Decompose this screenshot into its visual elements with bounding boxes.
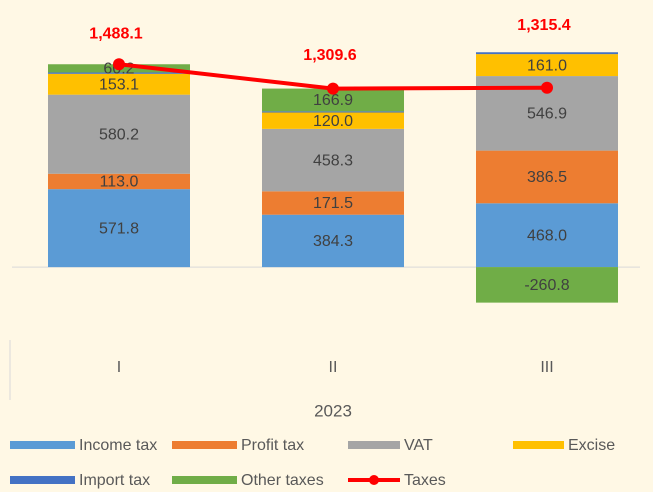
bar-segment (48, 189, 190, 268)
data-label: 468.0 (527, 227, 567, 244)
legend-swatch (348, 441, 400, 449)
bar-segment (262, 112, 404, 129)
x-tick-label: III (540, 359, 553, 376)
line-marker (327, 82, 339, 95)
legend-label: Income tax (79, 437, 157, 454)
legend-swatch (172, 441, 237, 449)
data-label: 1,488.1 (89, 25, 142, 42)
data-label: 571.8 (99, 220, 139, 237)
legend-label: Taxes (404, 472, 446, 489)
legend-swatch (369, 475, 379, 485)
bar-segment (262, 88, 404, 112)
data-label: 153.1 (99, 76, 139, 93)
data-label: 161.0 (527, 57, 567, 74)
bar-segment (476, 54, 618, 77)
bar-segment (476, 267, 618, 303)
bar-segment (476, 52, 618, 55)
data-label: 1,309.6 (303, 47, 356, 64)
bar-segment (262, 111, 404, 113)
data-label: 386.5 (527, 169, 567, 186)
bar-segment (48, 72, 190, 74)
bar-segment (476, 150, 618, 204)
data-label: 166.9 (313, 92, 353, 109)
legend-label: Other taxes (241, 472, 324, 489)
data-label: -260.8 (524, 277, 569, 294)
line-marker (113, 58, 125, 71)
legend-swatch (10, 476, 75, 484)
data-label: 1,315.4 (517, 17, 570, 34)
x-axis-label: 2023 (314, 401, 352, 420)
data-label: 546.9 (527, 106, 567, 123)
data-label: 113.0 (100, 174, 139, 191)
legend-label: Import tax (79, 472, 150, 489)
bar-segment (262, 191, 404, 215)
data-label: 458.3 (313, 152, 353, 169)
x-tick-label: I (117, 359, 121, 376)
legend-label: Excise (568, 437, 615, 454)
bar-segment (48, 94, 190, 174)
bar-segment (48, 173, 190, 190)
data-label: 120.0 (313, 113, 353, 130)
legend-swatch (10, 441, 75, 449)
data-label: 580.2 (99, 126, 139, 143)
bar-segment (48, 73, 190, 95)
legend-label: VAT (404, 437, 433, 454)
data-label: 171.5 (313, 195, 353, 212)
x-tick-label: II (329, 359, 338, 376)
legend-label: Profit tax (241, 437, 304, 454)
legend-swatch (172, 476, 237, 484)
bar-segment (476, 203, 618, 268)
data-label: 384.3 (313, 233, 353, 250)
legend-swatch (513, 441, 564, 449)
bar-segment (262, 128, 404, 192)
line-marker (541, 81, 553, 94)
bar-segment (262, 214, 404, 268)
